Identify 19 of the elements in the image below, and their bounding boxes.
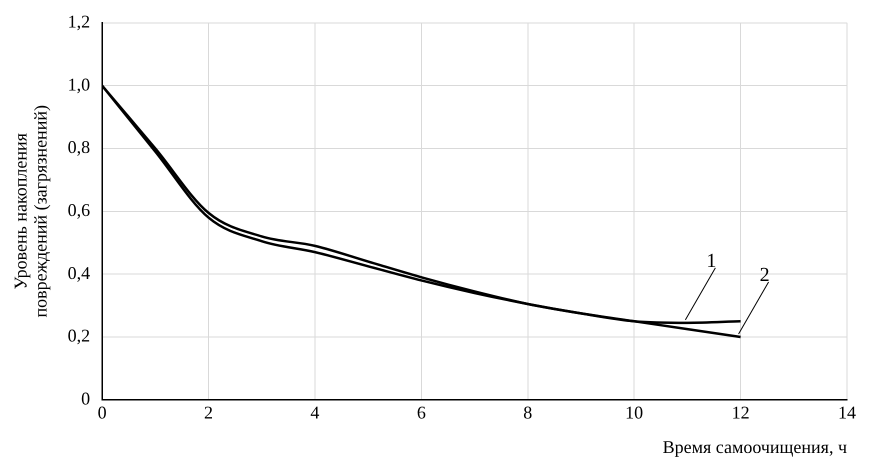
- y-tick-label: 1,0: [68, 74, 90, 94]
- x-tick-label: 12: [732, 402, 750, 422]
- y-tick-label: 1,2: [68, 12, 90, 32]
- y-tick-label: 0,4: [68, 262, 90, 283]
- y-tick-label: 0,8: [68, 137, 90, 158]
- x-tick-label: 10: [625, 402, 644, 422]
- x-tick-label: 4: [310, 402, 320, 422]
- x-tick-label: 8: [523, 402, 532, 422]
- x-tick-label: 6: [416, 402, 426, 422]
- x-tick-label: 14: [838, 402, 856, 422]
- y-tick-label: 0,6: [68, 200, 90, 220]
- y-tick-label: 0,2: [68, 326, 90, 346]
- x-tick-label: 0: [98, 402, 107, 422]
- x-axis-title: Время самоочищения, ч: [662, 436, 847, 457]
- text: 1: [706, 250, 716, 272]
- y-axis-title: Уровень накопления повреждений (загрязнений): [10, 105, 50, 318]
- text: 2: [760, 264, 770, 286]
- x-tick-label: 2: [204, 402, 214, 422]
- y-tick-label: 0: [81, 388, 90, 409]
